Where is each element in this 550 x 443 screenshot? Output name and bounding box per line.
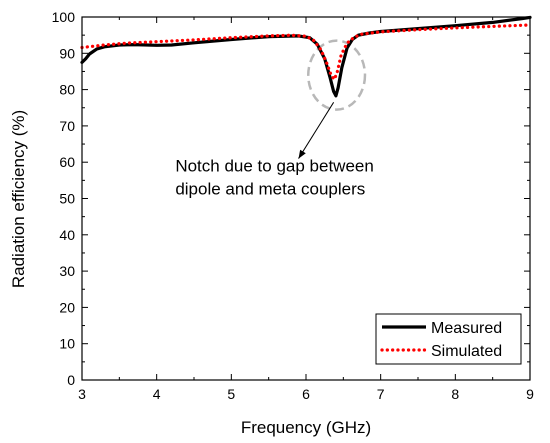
- y-tick-label: 70: [59, 118, 75, 134]
- axes: 3 4 5 6 7 8 9 0 10 20 30 40 50 60 70 80 90 100: [52, 9, 534, 402]
- notch-highlight-ellipse: [306, 39, 367, 111]
- x-tick-label: 9: [526, 386, 534, 402]
- x-tick-label: 8: [451, 386, 459, 402]
- annotation-line-2: dipole and meta couplers: [175, 179, 365, 198]
- y-tick-label: 50: [59, 191, 75, 207]
- y-tick-label: 60: [59, 154, 75, 170]
- annotation-arrow: [298, 102, 335, 159]
- y-tick-label: 30: [59, 263, 75, 279]
- plot-frame: [81, 16, 531, 381]
- series-line-simulated: [80, 23, 532, 82]
- legend-box: [375, 313, 522, 365]
- legend: Measured Simulated: [375, 313, 522, 365]
- y-tick-label: 0: [67, 372, 75, 388]
- y-axis-ticks: 0 10 20 30 40 50 60 70 80 90 100: [52, 9, 530, 388]
- x-tick-label: 7: [377, 386, 385, 402]
- series-line-measured: [80, 15, 532, 98]
- annotation: Notch due to gap between dipole and meta…: [175, 156, 373, 198]
- y-tick-label: 20: [59, 299, 75, 315]
- plot-marks: [80, 15, 532, 159]
- y-tick-label: 80: [59, 82, 75, 98]
- legend-label-measured: Measured: [431, 320, 502, 337]
- y-tick-label: 100: [52, 9, 76, 25]
- annotation-line-1: Notch due to gap between: [175, 156, 373, 175]
- x-axis-title: Frequency (GHz): [241, 418, 371, 437]
- y-tick-label: 40: [59, 227, 75, 243]
- x-tick-label: 5: [227, 386, 235, 402]
- y-axis-title: Radiation efficiency (%): [9, 110, 28, 288]
- annotation-arrowhead: [298, 149, 306, 159]
- x-tick-label: 3: [78, 386, 86, 402]
- legend-label-simulated: Simulated: [431, 343, 502, 360]
- x-tick-label: 4: [153, 386, 161, 402]
- x-tick-label: 6: [302, 386, 310, 402]
- x-axis-ticks: 3 4 5 6 7 8 9: [78, 17, 534, 402]
- y-tick-label: 10: [59, 336, 75, 352]
- y-tick-label: 90: [59, 45, 75, 61]
